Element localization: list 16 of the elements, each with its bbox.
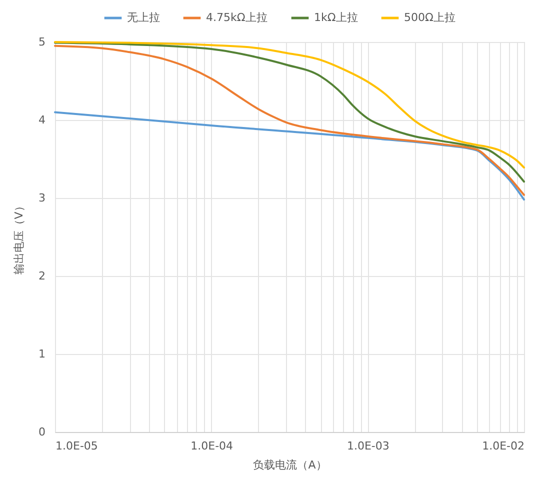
x-tick-label: 1.0E-03 [346, 440, 390, 452]
x-axis-title: 负载电流（A） [253, 458, 327, 472]
x-tick-label: 1.0E-05 [56, 440, 98, 452]
legend-label: 无上拉 [127, 11, 160, 24]
x-tick-label: 1.0E-04 [190, 440, 234, 452]
y-axis-title: 输出电压（V） [12, 200, 26, 274]
y-tick-label: 1 [38, 348, 46, 360]
x-tick-label: 1.0E-02 [482, 440, 524, 452]
y-tick-label: 0 [38, 426, 46, 438]
y-tick-label: 5 [38, 36, 46, 48]
legend-label: 500Ω上拉 [404, 11, 456, 24]
y-tick-label: 2 [38, 270, 46, 282]
legend-label: 1kΩ上拉 [314, 11, 358, 24]
y-tick-label: 4 [38, 114, 46, 126]
y-tick-label: 3 [38, 192, 46, 204]
legend-label: 4.75kΩ上拉 [206, 11, 268, 24]
